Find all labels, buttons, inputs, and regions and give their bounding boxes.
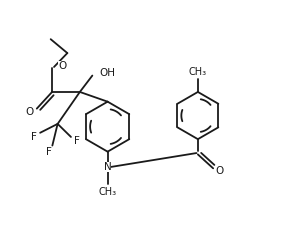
Text: O: O	[58, 61, 67, 71]
Text: F: F	[74, 135, 80, 146]
Text: N: N	[104, 162, 112, 172]
Text: CH₃: CH₃	[98, 187, 117, 197]
Text: O: O	[215, 166, 223, 176]
Text: O: O	[26, 107, 34, 117]
Text: CH₃: CH₃	[189, 67, 207, 77]
Text: F: F	[46, 147, 52, 157]
Text: OH: OH	[99, 68, 115, 78]
Text: F: F	[31, 132, 37, 142]
